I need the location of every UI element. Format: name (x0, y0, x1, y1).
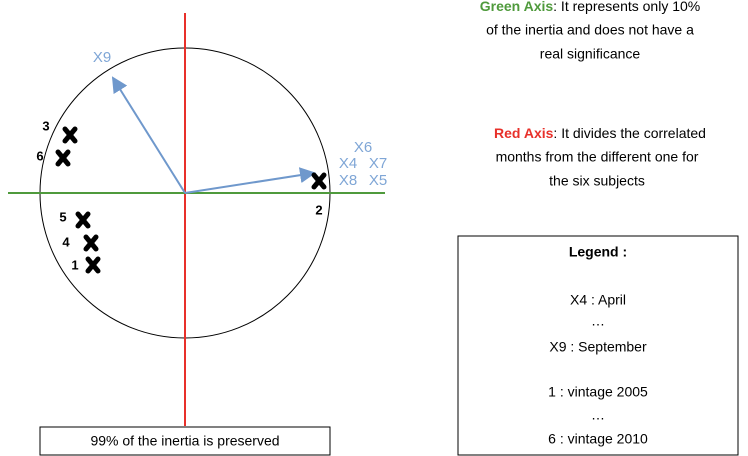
point-label: 2 (315, 202, 322, 217)
point-marker (311, 172, 327, 190)
vector-arrow (111, 76, 186, 194)
legend-line: 6 : vintage 2010 (548, 431, 648, 447)
point-marker (62, 126, 78, 144)
green-axis-text: Green Axis: It represents only 10% (480, 0, 700, 14)
text-line: : It represents only 10% (553, 0, 700, 14)
point-marker (83, 234, 99, 252)
vector-label: X7 (369, 155, 387, 172)
point-label: 1 (71, 257, 78, 272)
legend-title: Legend : (569, 244, 627, 260)
point-label: 6 (36, 148, 43, 163)
legend-line: 1 : vintage 2005 (548, 384, 648, 400)
red-axis-text: Red Axis: It divides the correlated (494, 125, 706, 141)
vector-label: X4 (339, 155, 357, 172)
vector-label: X9 (93, 49, 111, 66)
text-line: of the inertia and does not have a (486, 22, 694, 38)
legend-line: … (591, 407, 605, 423)
note-box (39, 426, 331, 456)
text-line: the six subjects (549, 173, 645, 189)
vector-arrow (184, 167, 316, 194)
legend-line: … (591, 313, 605, 329)
text-line: : It divides the correlated (553, 125, 706, 141)
point-marker (75, 211, 91, 229)
green-axis-title: Green Axis (480, 0, 554, 14)
text-line: real significance (540, 46, 641, 62)
point-marker (85, 256, 101, 274)
legend-line: X9 : September (549, 339, 647, 355)
point-marker (55, 149, 71, 167)
red-axis-title: Red Axis (494, 125, 554, 141)
note-text: 99% of the inertia is preserved (90, 433, 279, 449)
vector-label: X8 (339, 172, 357, 189)
legend-line: X4 : April (570, 292, 626, 308)
point-label: 4 (62, 234, 70, 249)
point-label: 5 (59, 209, 66, 224)
vector-label: X5 (369, 172, 387, 189)
point-label: 3 (42, 118, 49, 133)
legend-box (457, 235, 739, 456)
text-line: months from the different one for (496, 149, 699, 165)
vector-label: X6 (354, 139, 372, 156)
